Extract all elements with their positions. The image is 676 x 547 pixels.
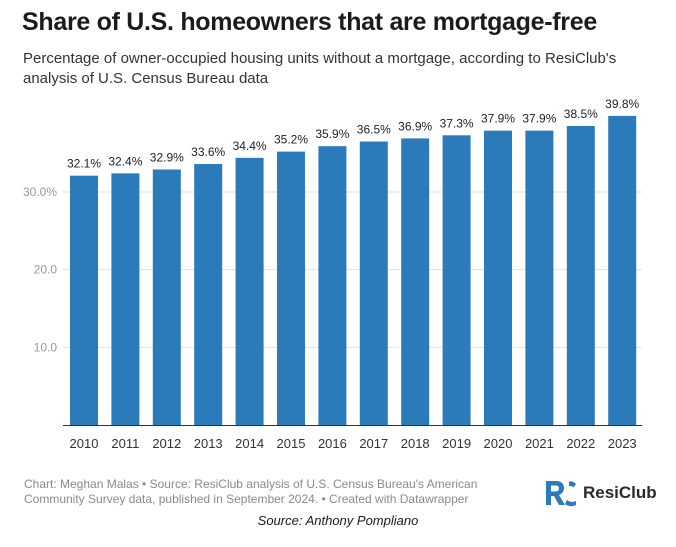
bar-2019 [442, 135, 471, 425]
bar-2022 [566, 125, 595, 425]
x-tick-label: 2010 [70, 436, 99, 451]
value-label: 35.2% [274, 133, 308, 147]
value-label: 37.3% [440, 116, 474, 130]
bar-2010 [70, 175, 98, 425]
x-tick-label: 2014 [235, 436, 264, 451]
bar-2021 [525, 130, 554, 426]
y-tick-label: 10.0 [34, 340, 58, 354]
value-label: 35.9% [315, 127, 349, 141]
value-label: 37.9% [522, 112, 556, 126]
bar-2016 [318, 146, 347, 425]
image-credit: Source: Anthony Pompliano [257, 513, 419, 528]
bar-2011 [111, 173, 140, 425]
value-label: 36.5% [357, 123, 391, 137]
value-label: 32.1% [67, 157, 101, 171]
value-label: 32.9% [150, 150, 184, 164]
value-label: 34.4% [233, 139, 267, 153]
x-tick-label: 2011 [111, 436, 139, 451]
resiclub-logo: ResiClub [543, 478, 657, 508]
x-tick-label: 2018 [401, 436, 430, 451]
value-label: 33.6% [191, 145, 225, 159]
chart-subtitle: Percentage of owner-occupied housing uni… [23, 50, 617, 87]
bar-2014 [235, 157, 264, 425]
resiclub-logo-icon [546, 481, 576, 507]
x-tick-label: 2022 [566, 436, 595, 451]
x-tick-label: 2021 [525, 436, 554, 451]
y-tick-label: 30.0% [23, 185, 57, 199]
bar-2023 [608, 115, 637, 426]
x-tick-label: 2012 [152, 436, 181, 451]
value-label: 32.4% [108, 154, 142, 168]
x-tick-label: 2020 [484, 436, 513, 451]
x-tick-label: 2019 [442, 436, 471, 451]
bar-2012 [152, 169, 181, 425]
value-label: 36.9% [398, 119, 432, 133]
value-label: 39.8% [605, 97, 639, 111]
y-tick-label: 20.0 [34, 263, 58, 277]
bar-2013 [194, 164, 223, 426]
chart-title: Share of U.S. homeowners that are mortga… [22, 8, 597, 36]
bar-chart: 10.0 20.0 30.0% 32.1% 2010 32.4% 2011 32.9% 2012… [23, 97, 642, 451]
bar-2020 [484, 130, 512, 426]
x-tick-label: 2017 [359, 436, 388, 451]
value-label: 37.9% [481, 112, 515, 126]
x-tick-label: 2016 [318, 436, 347, 451]
x-tick-label: 2023 [608, 436, 637, 451]
value-label: 38.5% [564, 107, 598, 121]
x-tick-label: 2013 [194, 436, 223, 451]
bar-2017 [359, 141, 388, 425]
bar-2018 [401, 138, 430, 425]
logo-name: ResiClub [583, 483, 657, 502]
x-tick-label: 2015 [277, 436, 306, 451]
bar-2015 [277, 151, 305, 425]
chart-footer: Chart: Meghan Malas • Source: ResiClub a… [24, 477, 478, 506]
